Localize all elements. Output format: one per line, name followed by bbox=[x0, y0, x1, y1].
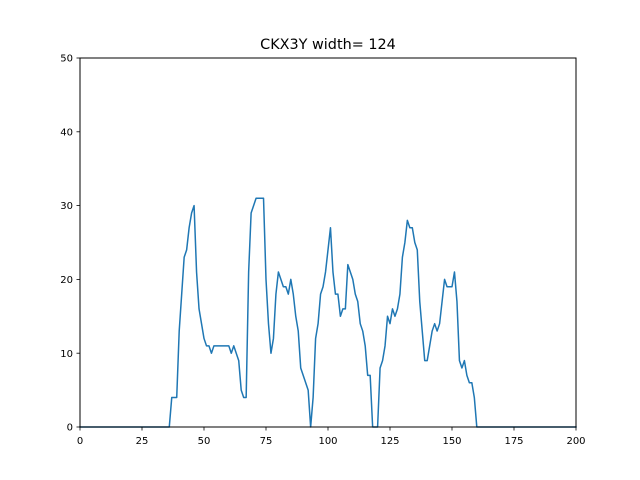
y-tick-label: 20 bbox=[60, 275, 73, 286]
y-tick-label: 40 bbox=[60, 127, 73, 138]
x-tick-label: 50 bbox=[198, 436, 211, 447]
chart-title: CKX3Y width= 124 bbox=[260, 37, 396, 53]
x-tick-label: 100 bbox=[318, 436, 337, 447]
series-layer bbox=[79, 197, 577, 428]
plot-frame bbox=[79, 57, 577, 428]
y-axis: 0 10 20 30 40 50 bbox=[60, 54, 80, 434]
x-tick-label: 125 bbox=[380, 436, 399, 447]
x-axis: 0 25 50 75 100 125 150 175 200 bbox=[77, 427, 586, 447]
x-tick-label: 200 bbox=[566, 436, 585, 447]
x-tick-label: 150 bbox=[442, 436, 461, 447]
y-tick-label: 50 bbox=[60, 54, 73, 65]
series-line bbox=[79, 197, 577, 428]
y-tick-label: 30 bbox=[60, 201, 73, 212]
x-tick-label: 75 bbox=[260, 436, 273, 447]
x-tick-label: 175 bbox=[504, 436, 523, 447]
y-tick-label: 10 bbox=[60, 349, 73, 360]
x-tick-label: 25 bbox=[136, 436, 149, 447]
x-tick-label: 0 bbox=[77, 436, 83, 447]
y-tick-label: 0 bbox=[67, 423, 73, 434]
